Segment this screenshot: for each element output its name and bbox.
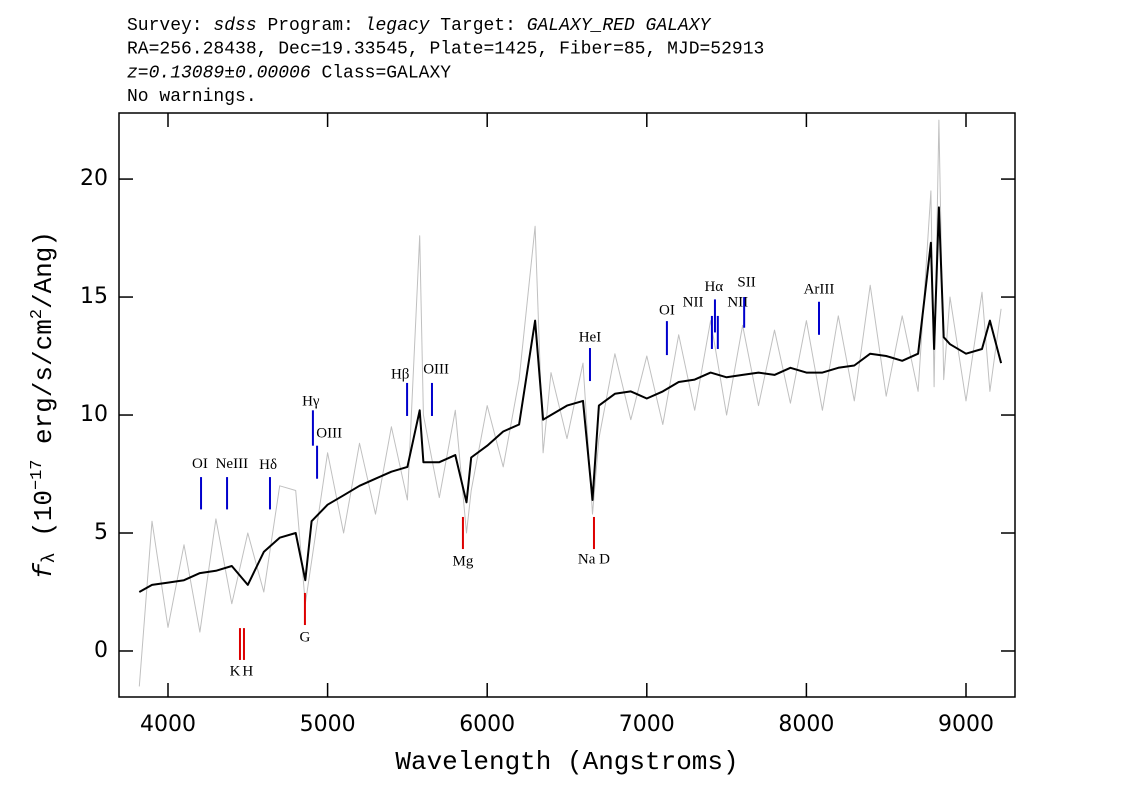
text-part: (10 [29,490,59,552]
x-tick-label: 6000 [459,712,515,737]
x-tick-label: 5000 [300,712,356,737]
line-label: ArIII [804,281,835,297]
text-part: GALAXY_RED GALAXY [527,16,712,36]
line-label: OI [192,456,208,472]
y-tick-label: 5 [94,520,108,545]
x-axis-label: Wavelength (Angstroms) [395,747,738,777]
y-tick-label: 20 [80,166,108,191]
line-label: Hγ [302,393,320,409]
text-part: z=0.13089±0.00006 [127,63,311,83]
line-label: SII [737,274,755,290]
text-part: RA=256.28438, Dec=19.33545, Plate=1425, … [127,39,764,59]
plot-frame [118,112,1016,698]
text-part: erg/s/cm [29,319,59,459]
text-part: sdss [213,16,256,36]
text-part: legacy [365,16,431,36]
y-tick-label: 0 [94,638,108,663]
line-label: OIII [423,362,449,378]
line-label: Hα [704,279,723,295]
header-line: RA=256.28438, Dec=19.33545, Plate=1425, … [127,39,764,59]
plot-area [138,119,1003,687]
text-part: Class=GALAXY [311,63,452,83]
line-label: OI [659,303,675,319]
y-tick-label: 10 [80,402,108,427]
x-tick-label: 7000 [619,712,675,737]
header-line: Survey: sdss Program: legacy Target: GAL… [127,16,712,36]
spectrum-line [138,206,1003,593]
line-label: Mg [453,553,474,569]
header-line: No warnings. [127,87,257,107]
text-part: Program: [257,16,365,36]
text-part: Survey: [127,16,213,36]
line-label: Hβ [391,366,409,382]
line-label: Hδ [259,457,277,473]
line-label: Na D [578,551,610,567]
line-label: NII [727,294,748,310]
text-part: No warnings. [127,87,257,107]
line-label: H [242,664,253,680]
line-label: NeIII [216,456,248,472]
x-tick-label: 9000 [938,712,994,737]
text-part: f [29,562,59,579]
header-line: z=0.13089±0.00006 Class=GALAXY [127,63,451,83]
x-tick-label: 4000 [140,712,196,737]
y-tick-label: 15 [80,284,108,309]
text-part: /Ang) [29,231,59,309]
y-axis-label: fλ (10−17 erg/s/cm2/Ang) [28,231,60,579]
text-part: −17 [28,460,47,490]
text-part: 2 [28,309,47,319]
spectrum-line [138,119,1002,687]
line-label: G [300,629,311,645]
text-part: λ [40,552,60,563]
text-part: Target: [429,16,526,36]
x-tick-label: 8000 [778,712,834,737]
line-label: HeI [579,330,602,346]
line-label: OIII [316,425,342,441]
line-label: NII [683,294,704,310]
line-label: K [230,664,241,680]
